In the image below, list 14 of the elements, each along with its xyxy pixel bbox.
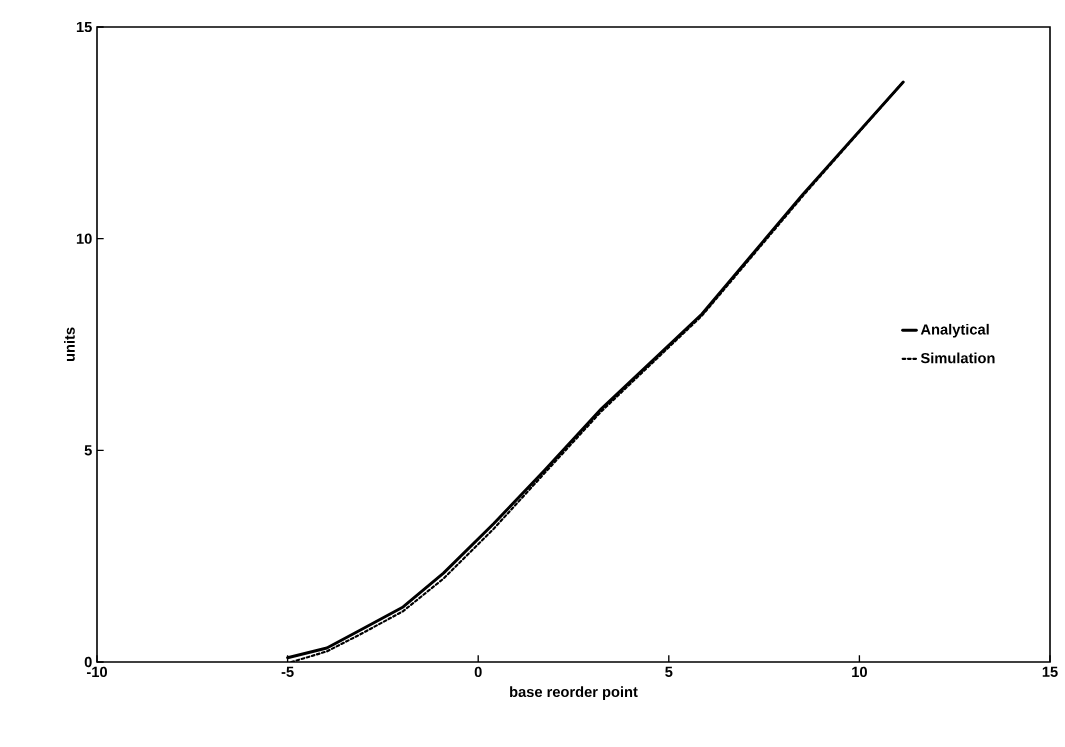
x-tick-label: 0 — [474, 666, 482, 678]
y-tick-label: 0 — [84, 656, 92, 668]
y-axis-title: units — [64, 327, 75, 362]
y-tick-label: 10 — [76, 233, 92, 244]
y-tick-label: 5 — [84, 445, 92, 456]
legend-label: Simulation — [920, 352, 995, 364]
x-tick-label: 10 — [852, 666, 867, 678]
x-tick-label: 15 — [1042, 666, 1058, 677]
x-axis-title: base reorder point — [510, 686, 638, 700]
x-tick-label: -10 — [86, 666, 107, 678]
legend-label: Analytical — [920, 323, 989, 338]
y-tick-label: 15 — [76, 21, 92, 33]
x-tick-label: -5 — [281, 666, 294, 677]
x-tick-label: 5 — [665, 666, 673, 677]
